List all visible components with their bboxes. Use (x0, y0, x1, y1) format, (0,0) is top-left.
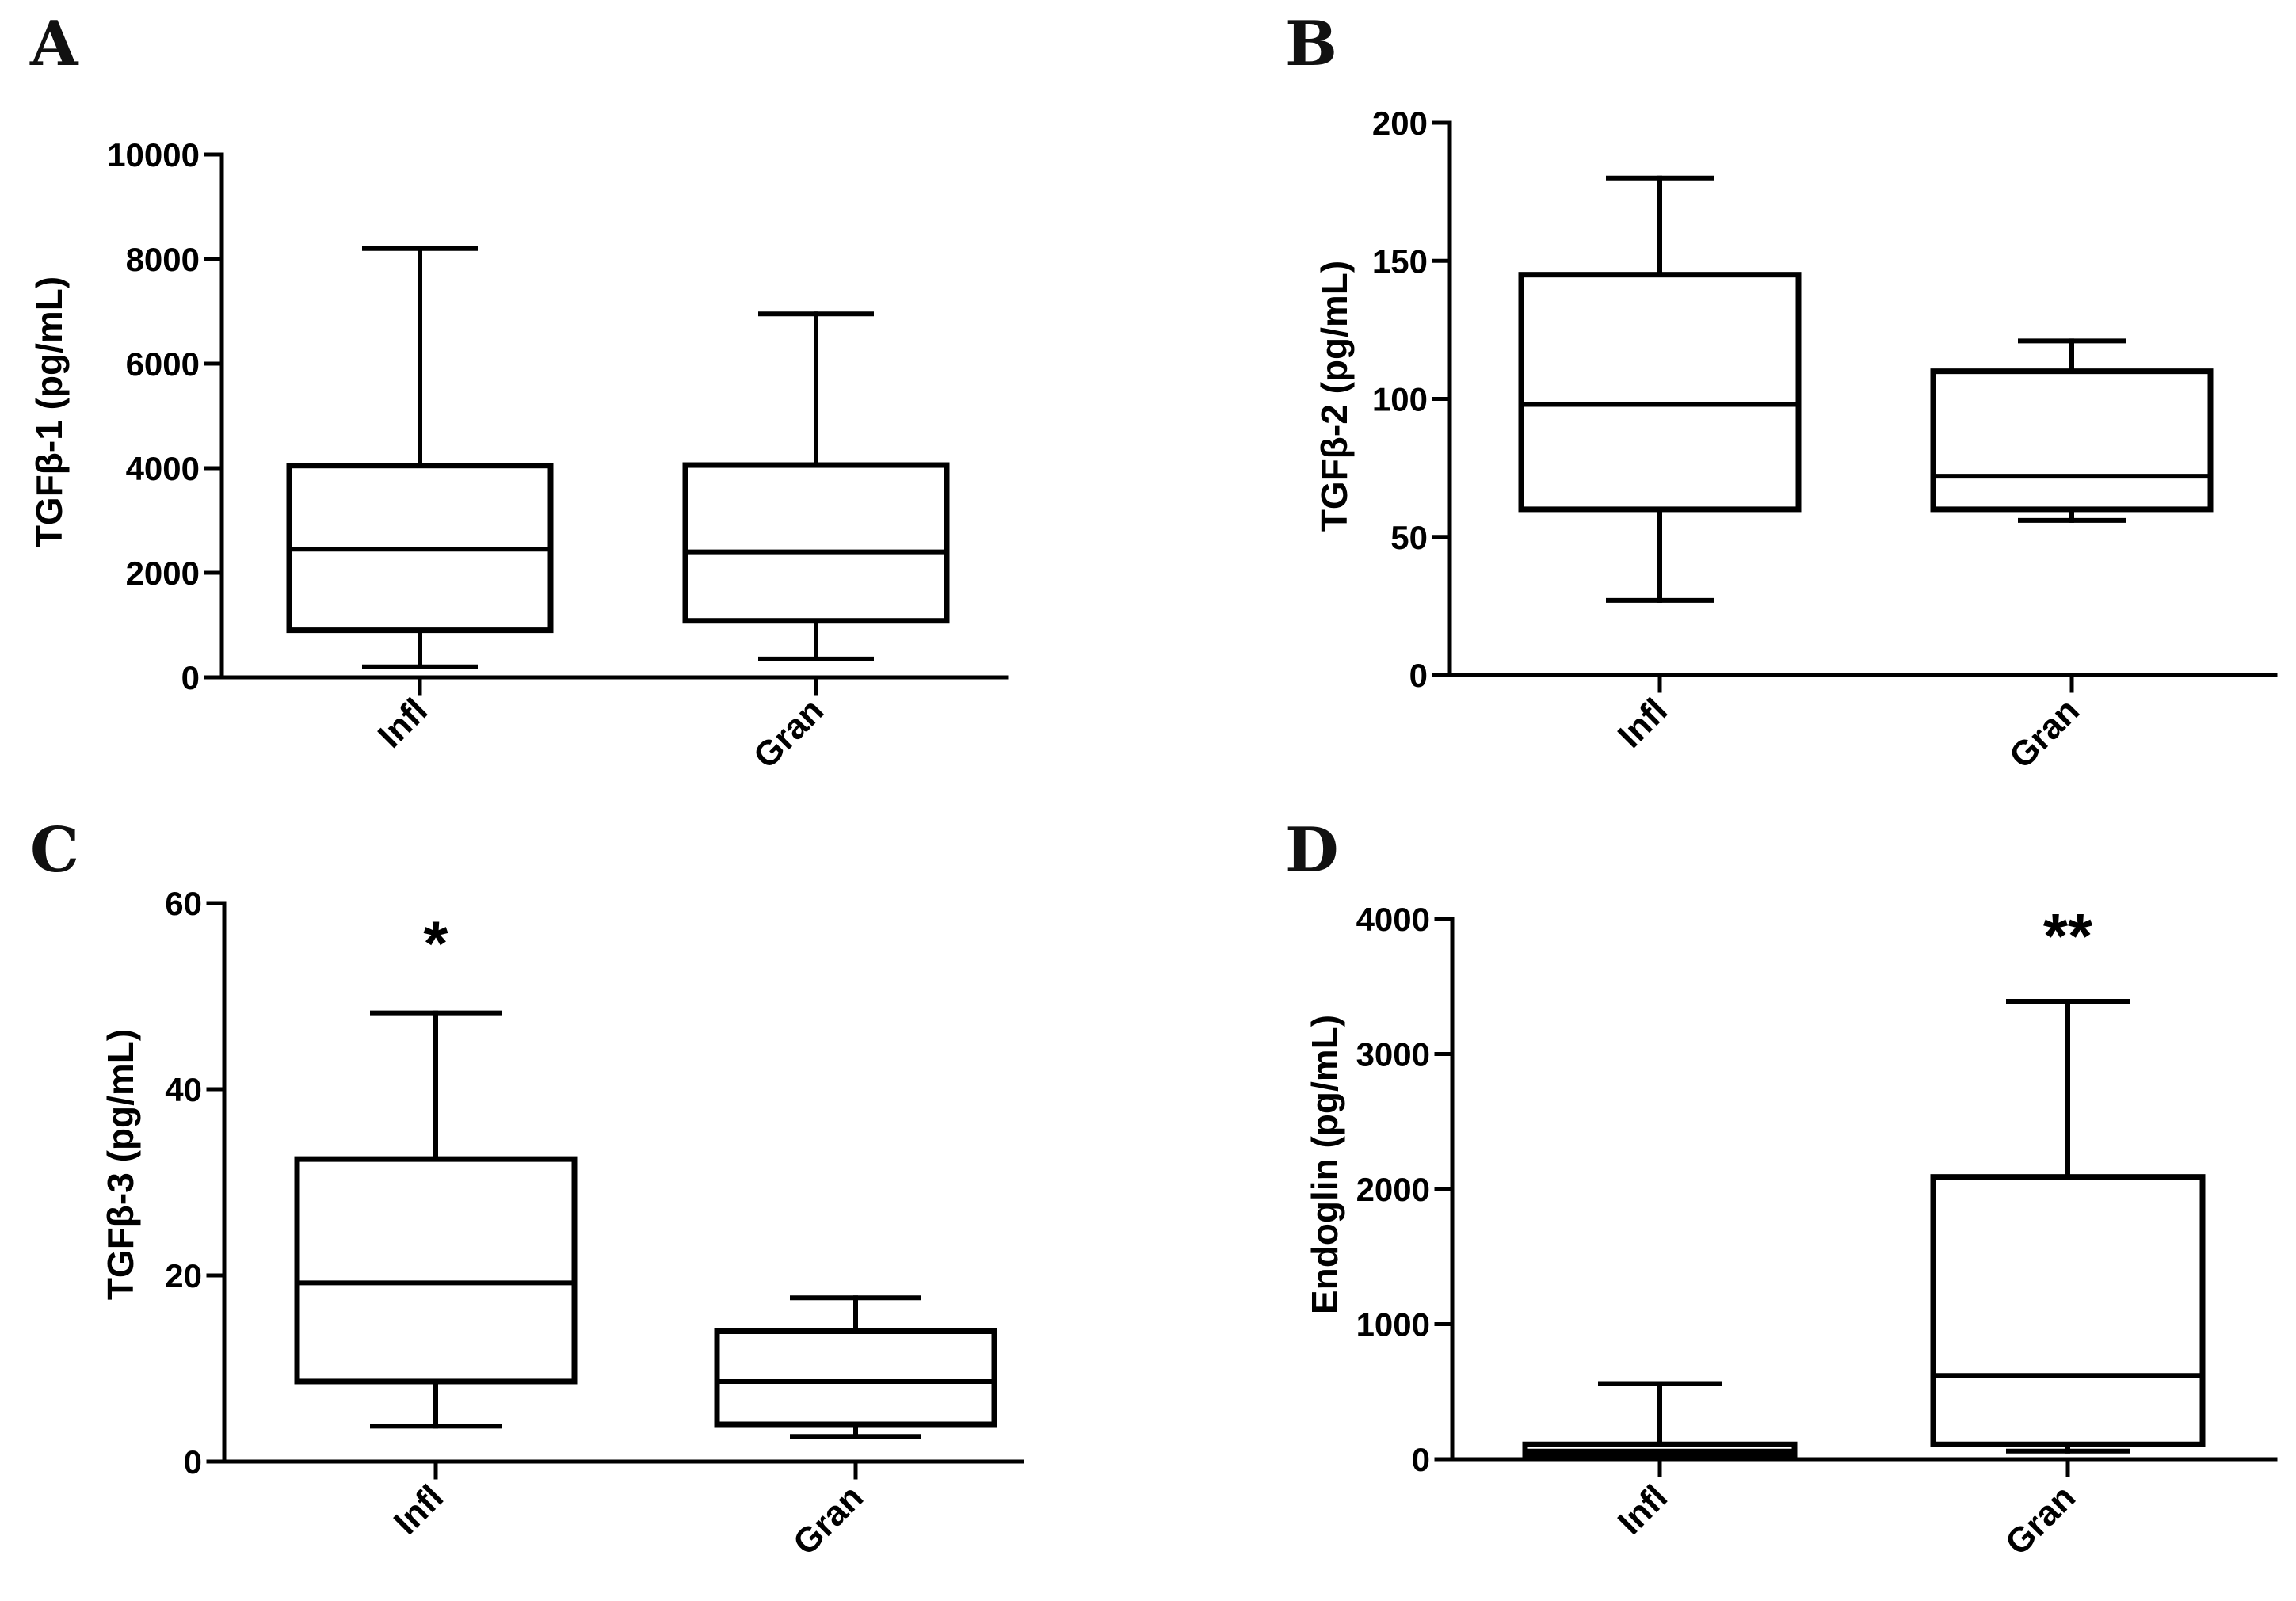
y-tick-label: 200 (1372, 105, 1428, 142)
y-tick-label: 8000 (126, 241, 200, 278)
y-tick-label: 6000 (126, 345, 200, 383)
box-gran (1930, 338, 2214, 523)
panel-a: A 0 2000 4000 6000 8000 10000 TGFβ-1 (pg/mL) Inf… (29, 8, 1009, 776)
box-gran (1930, 999, 2206, 1454)
x-category-label: Infl (387, 1477, 451, 1542)
box-iqr (1930, 1174, 2206, 1447)
y-tick-label: 0 (184, 1443, 202, 1481)
x-category-label: Infl (1611, 691, 1675, 755)
panel-letter: A (29, 8, 79, 80)
x-category-label: Infl (371, 691, 435, 755)
y-tick-label: 0 (1412, 1441, 1430, 1478)
y-tick-label: 4000 (126, 450, 200, 487)
box-infl (294, 1010, 578, 1429)
y-tick-label: 40 (165, 1071, 202, 1108)
panel-d: D 0 1000 2000 3000 4000 Endoglin (pg/mL) Infl Gr… (1285, 814, 2278, 1563)
x-category-label: Gran (1998, 1477, 2083, 1562)
y-tick-label: 10000 (107, 136, 200, 173)
x-category-label: Gran (746, 691, 831, 776)
box-gran (714, 1295, 997, 1439)
panel-letter: C (30, 814, 79, 886)
box-iqr (1518, 272, 1802, 513)
y-tick-label: 0 (1409, 657, 1428, 694)
y-tick-label: 150 (1372, 242, 1428, 280)
y-axis-title: TGFβ-3 (pg/mL) (100, 1029, 141, 1300)
box-infl (286, 246, 554, 669)
box-iqr (294, 1156, 578, 1385)
x-category-label: Gran (2002, 691, 2087, 776)
y-axis-title: TGFβ-2 (pg/mL) (1314, 261, 1355, 532)
panel-b: B 0 50 100 150 200 TGFβ-2 (pg/mL) Infl Gran (1285, 8, 2278, 776)
y-axis-title: TGFβ-1 (pg/mL) (29, 276, 70, 547)
box-infl (1518, 175, 1802, 603)
y-tick-label: 100 (1372, 381, 1428, 418)
x-category-label: Gran (786, 1477, 871, 1562)
y-axis-title: Endoglin (pg/mL) (1304, 1015, 1345, 1314)
panel-c: C 0 20 40 60 TGFβ-3 (pg/mL) Infl Gran * (30, 814, 1024, 1563)
y-tick-label: 2000 (126, 555, 200, 592)
y-tick-label: 0 (181, 659, 200, 696)
box-iqr (1930, 368, 2214, 513)
y-tick-label: 3000 (1356, 1036, 1430, 1073)
box-iqr (714, 1328, 997, 1428)
significance-marker: * (423, 909, 448, 979)
y-tick-label: 60 (165, 885, 202, 922)
panel-letter: B (1285, 8, 1337, 80)
y-tick-label: 2000 (1356, 1171, 1430, 1208)
box-iqr (682, 462, 950, 624)
y-tick-label: 4000 (1356, 901, 1430, 938)
y-tick-label: 1000 (1356, 1306, 1430, 1344)
y-tick-label: 20 (165, 1257, 202, 1294)
y-tick-label: 50 (1390, 519, 1428, 556)
box-infl (1522, 1381, 1798, 1461)
significance-marker: ** (2043, 901, 2093, 971)
box-gran (682, 311, 950, 661)
panel-letter: D (1285, 814, 1339, 886)
x-category-label: Infl (1611, 1477, 1675, 1542)
